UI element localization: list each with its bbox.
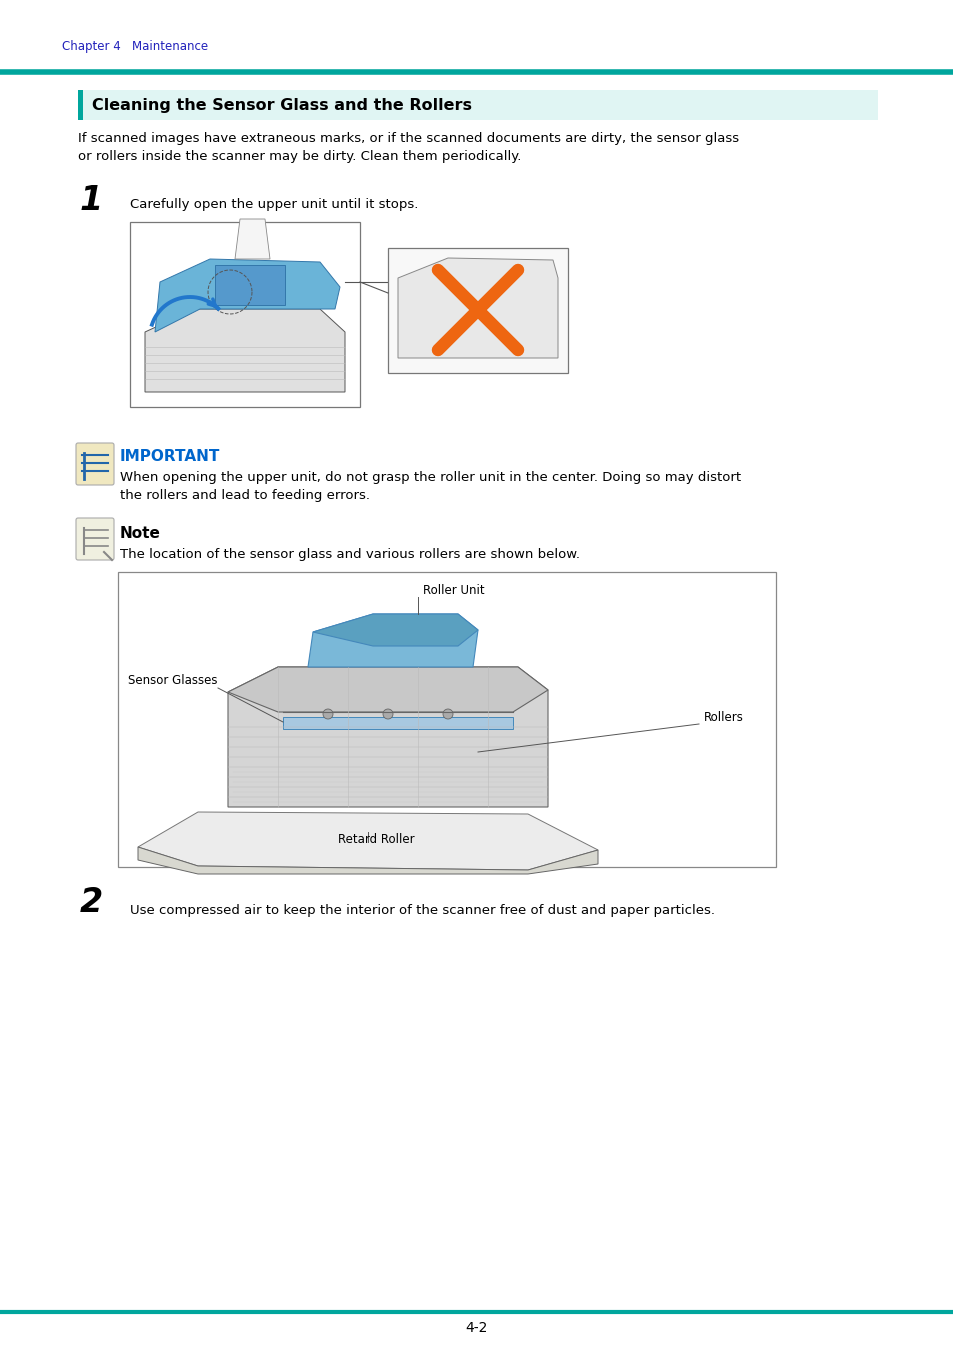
- Text: The location of the sensor glass and various rollers are shown below.: The location of the sensor glass and var…: [120, 548, 579, 562]
- Polygon shape: [228, 667, 547, 711]
- Text: Rollers: Rollers: [703, 711, 743, 724]
- Text: Note: Note: [120, 526, 161, 541]
- Polygon shape: [234, 219, 270, 259]
- Text: 1: 1: [80, 184, 103, 217]
- Polygon shape: [145, 309, 345, 392]
- Text: If scanned images have extraneous marks, or if the scanned documents are dirty, : If scanned images have extraneous marks,…: [78, 132, 739, 144]
- Circle shape: [442, 709, 453, 720]
- Text: IMPORTANT: IMPORTANT: [120, 450, 220, 464]
- Text: Use compressed air to keep the interior of the scanner free of dust and paper pa: Use compressed air to keep the interior …: [130, 904, 714, 917]
- Text: Cleaning the Sensor Glass and the Rollers: Cleaning the Sensor Glass and the Roller…: [91, 99, 472, 113]
- Bar: [388, 248, 567, 373]
- Bar: [130, 221, 359, 406]
- Polygon shape: [138, 846, 598, 873]
- Text: Retard Roller: Retard Roller: [337, 833, 415, 846]
- Bar: [283, 717, 513, 729]
- FancyBboxPatch shape: [76, 518, 113, 560]
- Text: Roller Unit: Roller Unit: [422, 585, 484, 597]
- Text: Carefully open the upper unit until it stops.: Carefully open the upper unit until it s…: [130, 198, 418, 211]
- Polygon shape: [228, 667, 547, 807]
- Text: Chapter 4   Maintenance: Chapter 4 Maintenance: [62, 40, 208, 53]
- Polygon shape: [313, 614, 477, 647]
- Circle shape: [382, 709, 393, 720]
- Polygon shape: [154, 259, 339, 332]
- Text: When opening the upper unit, do not grasp the roller unit in the center. Doing s: When opening the upper unit, do not gras…: [120, 471, 740, 485]
- Polygon shape: [138, 811, 598, 869]
- Bar: [78, 90, 83, 120]
- Polygon shape: [308, 614, 477, 667]
- Text: the rollers and lead to feeding errors.: the rollers and lead to feeding errors.: [120, 489, 370, 502]
- Text: Sensor Glasses: Sensor Glasses: [128, 674, 217, 687]
- Circle shape: [323, 709, 333, 720]
- Bar: [118, 572, 775, 867]
- Polygon shape: [397, 258, 558, 358]
- Text: or rollers inside the scanner may be dirty. Clean them periodically.: or rollers inside the scanner may be dir…: [78, 150, 521, 163]
- Text: 2: 2: [80, 886, 103, 919]
- Text: 4-2: 4-2: [465, 1322, 488, 1335]
- Bar: [78, 90, 877, 120]
- FancyBboxPatch shape: [76, 443, 113, 485]
- Bar: [214, 265, 285, 305]
